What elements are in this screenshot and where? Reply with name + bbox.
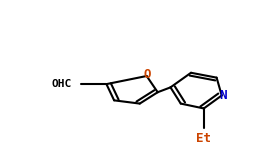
Text: Et: Et	[196, 132, 211, 145]
Text: N: N	[219, 89, 227, 102]
Text: OHC: OHC	[52, 79, 72, 89]
Text: O: O	[144, 68, 152, 81]
